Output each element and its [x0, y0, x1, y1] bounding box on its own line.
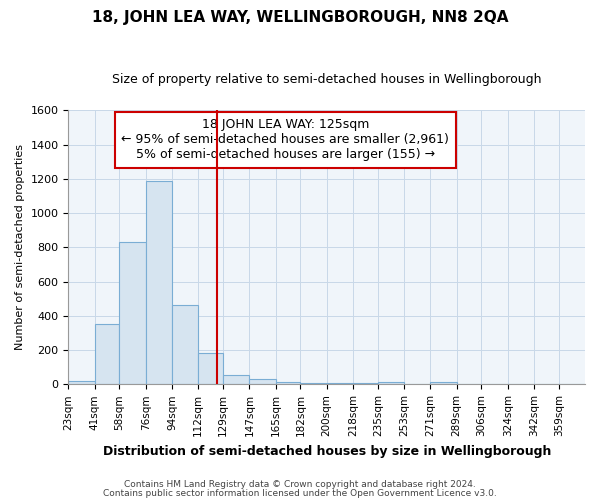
Text: Contains public sector information licensed under the Open Government Licence v3: Contains public sector information licen… — [103, 488, 497, 498]
Bar — [119, 242, 146, 384]
Text: 18, JOHN LEA WAY, WELLINGBOROUGH, NN8 2QA: 18, JOHN LEA WAY, WELLINGBOROUGH, NN8 2Q… — [92, 10, 508, 25]
Text: Contains HM Land Registry data © Crown copyright and database right 2024.: Contains HM Land Registry data © Crown c… — [124, 480, 476, 489]
Bar — [223, 375, 250, 384]
Title: Size of property relative to semi-detached houses in Wellingborough: Size of property relative to semi-detach… — [112, 72, 541, 86]
Bar — [68, 381, 95, 384]
Bar — [378, 382, 404, 384]
Bar — [172, 304, 198, 384]
Bar — [250, 379, 275, 384]
Bar — [146, 182, 172, 384]
Bar — [198, 352, 223, 384]
Bar — [430, 382, 457, 384]
Y-axis label: Number of semi-detached properties: Number of semi-detached properties — [15, 144, 25, 350]
Bar — [95, 324, 119, 384]
Text: 18 JOHN LEA WAY: 125sqm
← 95% of semi-detached houses are smaller (2,961)
5% of : 18 JOHN LEA WAY: 125sqm ← 95% of semi-de… — [121, 118, 449, 162]
Bar — [275, 382, 301, 384]
X-axis label: Distribution of semi-detached houses by size in Wellingborough: Distribution of semi-detached houses by … — [103, 444, 551, 458]
